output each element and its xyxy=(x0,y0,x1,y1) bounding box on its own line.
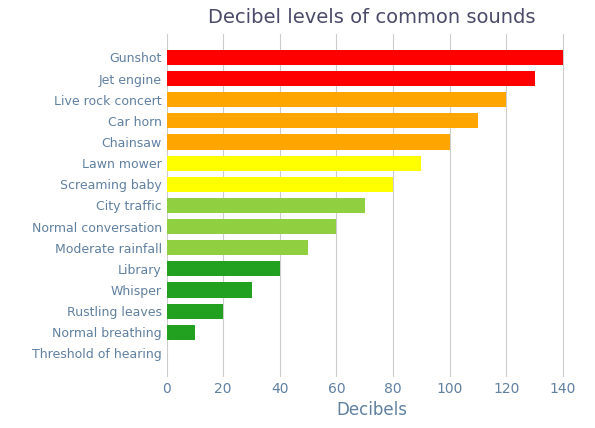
Bar xyxy=(167,134,450,150)
Bar xyxy=(167,71,535,86)
Bar xyxy=(167,303,223,319)
Bar xyxy=(167,325,195,340)
Bar xyxy=(167,177,393,192)
Bar xyxy=(167,92,506,107)
Bar xyxy=(167,282,252,297)
Bar xyxy=(167,50,563,65)
Bar xyxy=(167,113,478,128)
Title: Decibel levels of common sounds: Decibel levels of common sounds xyxy=(208,8,536,27)
Bar xyxy=(167,261,280,276)
Bar xyxy=(167,219,337,234)
Bar xyxy=(167,155,421,171)
Bar xyxy=(167,198,365,213)
Bar xyxy=(167,240,308,256)
X-axis label: Decibels: Decibels xyxy=(336,401,408,419)
